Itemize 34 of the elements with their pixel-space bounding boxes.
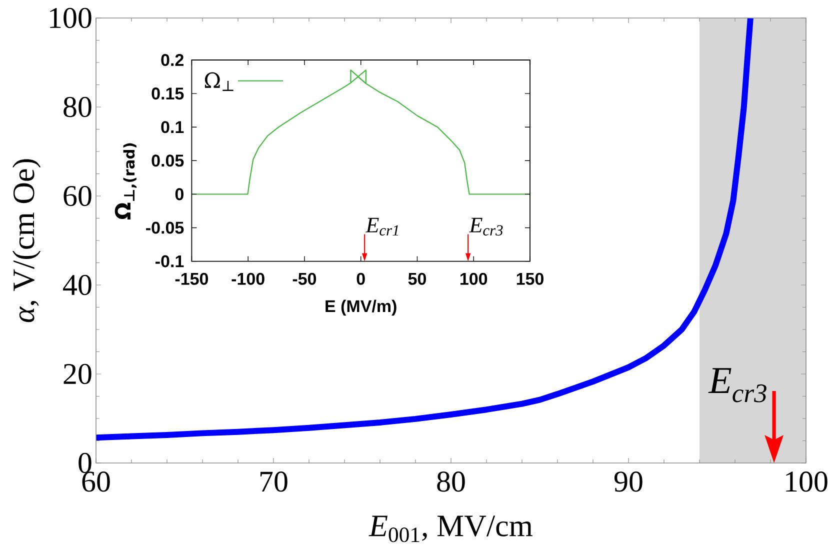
x-tick-label: -50 xyxy=(292,272,316,285)
x-tick-label: 60 xyxy=(82,472,110,492)
x-tick-label: 150 xyxy=(516,272,544,285)
annotation: E$_{cr1}$ xyxy=(366,218,398,236)
x-tick-label: 0 xyxy=(356,272,365,285)
x-tick-label: -150 xyxy=(175,272,208,285)
y-tick-label: 20 xyxy=(64,364,92,384)
y-tick-label: 40 xyxy=(63,274,92,296)
line-series xyxy=(192,69,530,195)
y-tick-label: 100 xyxy=(50,8,92,28)
y-axis-title: α, V/(cm Oe) xyxy=(12,159,41,322)
y-tick-label: 0.15 xyxy=(152,88,184,100)
y-tick-label: 80 xyxy=(64,96,92,118)
y-axis-title: Ω$_{⊥,(rad)}$ xyxy=(114,143,137,220)
x-tick-label: 50 xyxy=(408,272,426,285)
x-axis-title: E$_{001}$, MV/cm xyxy=(368,516,532,542)
y-tick-label: 0 xyxy=(175,188,184,200)
annotation: E$_{cr3}$ xyxy=(469,218,503,236)
legend-label: Ω$_{⊥}$ xyxy=(204,72,234,91)
y-tick-label: -0.1 xyxy=(156,255,184,268)
y-tick-label: 60 xyxy=(64,186,92,206)
x-tick-label: 100 xyxy=(786,472,828,492)
y-tick-label: 0.05 xyxy=(152,154,184,167)
y-tick-label: -0.05 xyxy=(146,222,184,234)
y-tick-label: 0 xyxy=(78,452,92,474)
x-tick-label: 100 xyxy=(460,272,488,285)
x-axis-title: E (MV/m) xyxy=(326,300,396,316)
y-tick-label: 0.1 xyxy=(161,121,184,134)
x-tick-label: 80 xyxy=(437,472,465,492)
annotation: E$_{cr3}$ xyxy=(708,368,766,402)
x-tick-label: 70 xyxy=(260,472,288,492)
x-tick-label: -100 xyxy=(232,272,264,285)
x-tick-label: 90 xyxy=(614,472,642,492)
y-tick-label: 0.2 xyxy=(161,54,184,66)
